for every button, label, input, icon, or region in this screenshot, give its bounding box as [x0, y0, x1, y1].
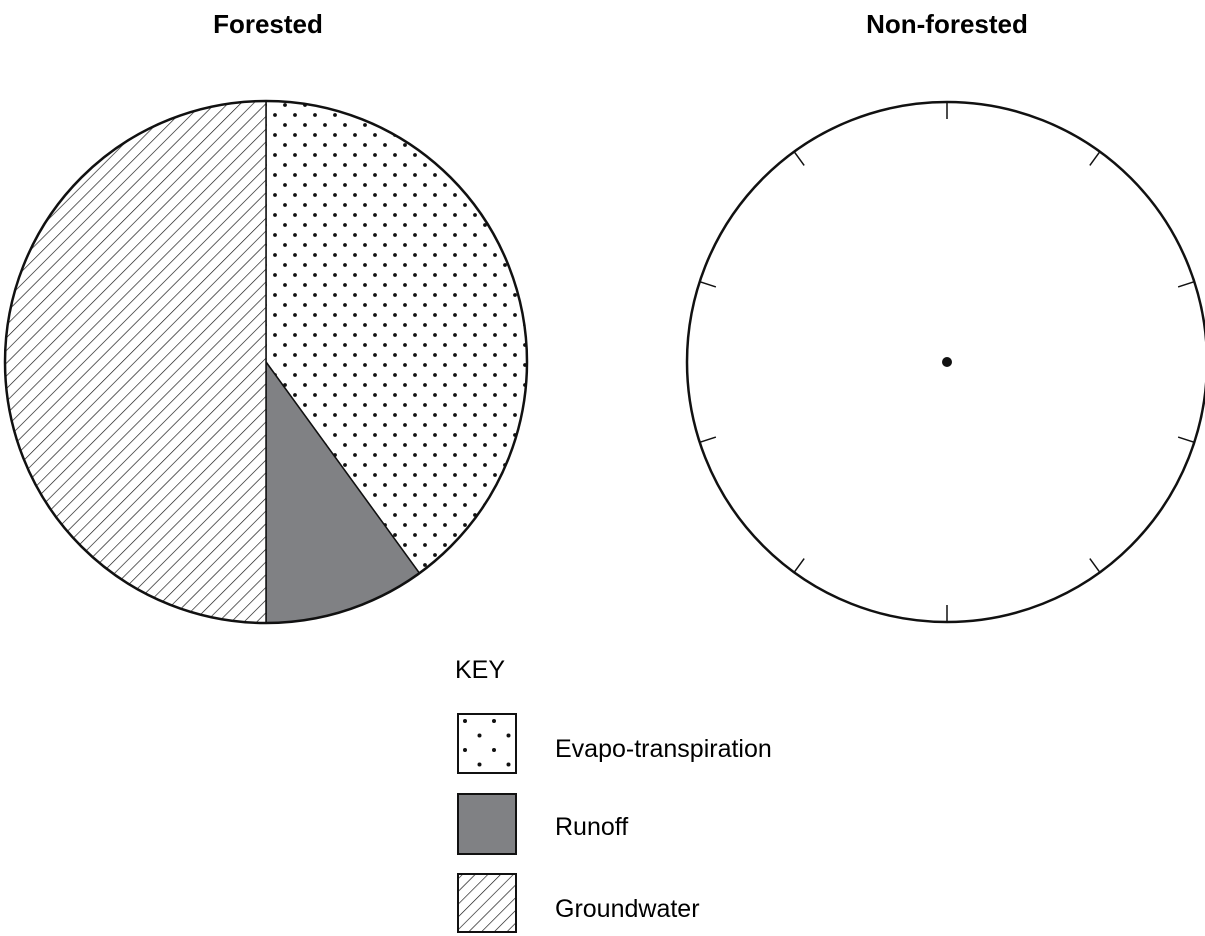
- tick-mark-20: [1177, 280, 1195, 288]
- legend-entry-evapo-transpiration: Evapo-transpiration: [457, 713, 772, 774]
- tick-mark-10: [1089, 151, 1101, 166]
- legend-swatch-dots: [457, 713, 517, 774]
- legend-label: Evapo-transpiration: [555, 735, 772, 763]
- non-forested-pie: [685, 100, 1205, 624]
- tick-mark-60: [793, 558, 805, 573]
- tick-mark-40: [1089, 558, 1101, 573]
- tick-mark-90: [793, 151, 805, 166]
- non-forested-chart-title: Non-forested: [866, 9, 1028, 39]
- non-forested-tick-marks: [699, 102, 1195, 622]
- legend-entry-groundwater: Groundwater: [457, 873, 700, 933]
- key-title: KEY: [455, 656, 505, 684]
- forested-pie-outline: [3, 99, 529, 625]
- forested-pie: [3, 99, 529, 625]
- tick-mark-80: [699, 280, 717, 288]
- legend-swatch-hatch: [457, 873, 517, 933]
- forested-chart-title: Forested: [213, 9, 323, 39]
- tick-mark-30: [1177, 436, 1195, 444]
- legend-label: Groundwater: [555, 895, 700, 923]
- legend-entry-runoff: Runoff: [457, 793, 628, 855]
- legend-label: Runoff: [555, 813, 628, 841]
- pie-slice-groundwater: [4, 100, 267, 624]
- legend-swatch-gray: [457, 793, 517, 855]
- tick-mark-70: [699, 436, 717, 444]
- non-forested-center-dot: [942, 357, 952, 367]
